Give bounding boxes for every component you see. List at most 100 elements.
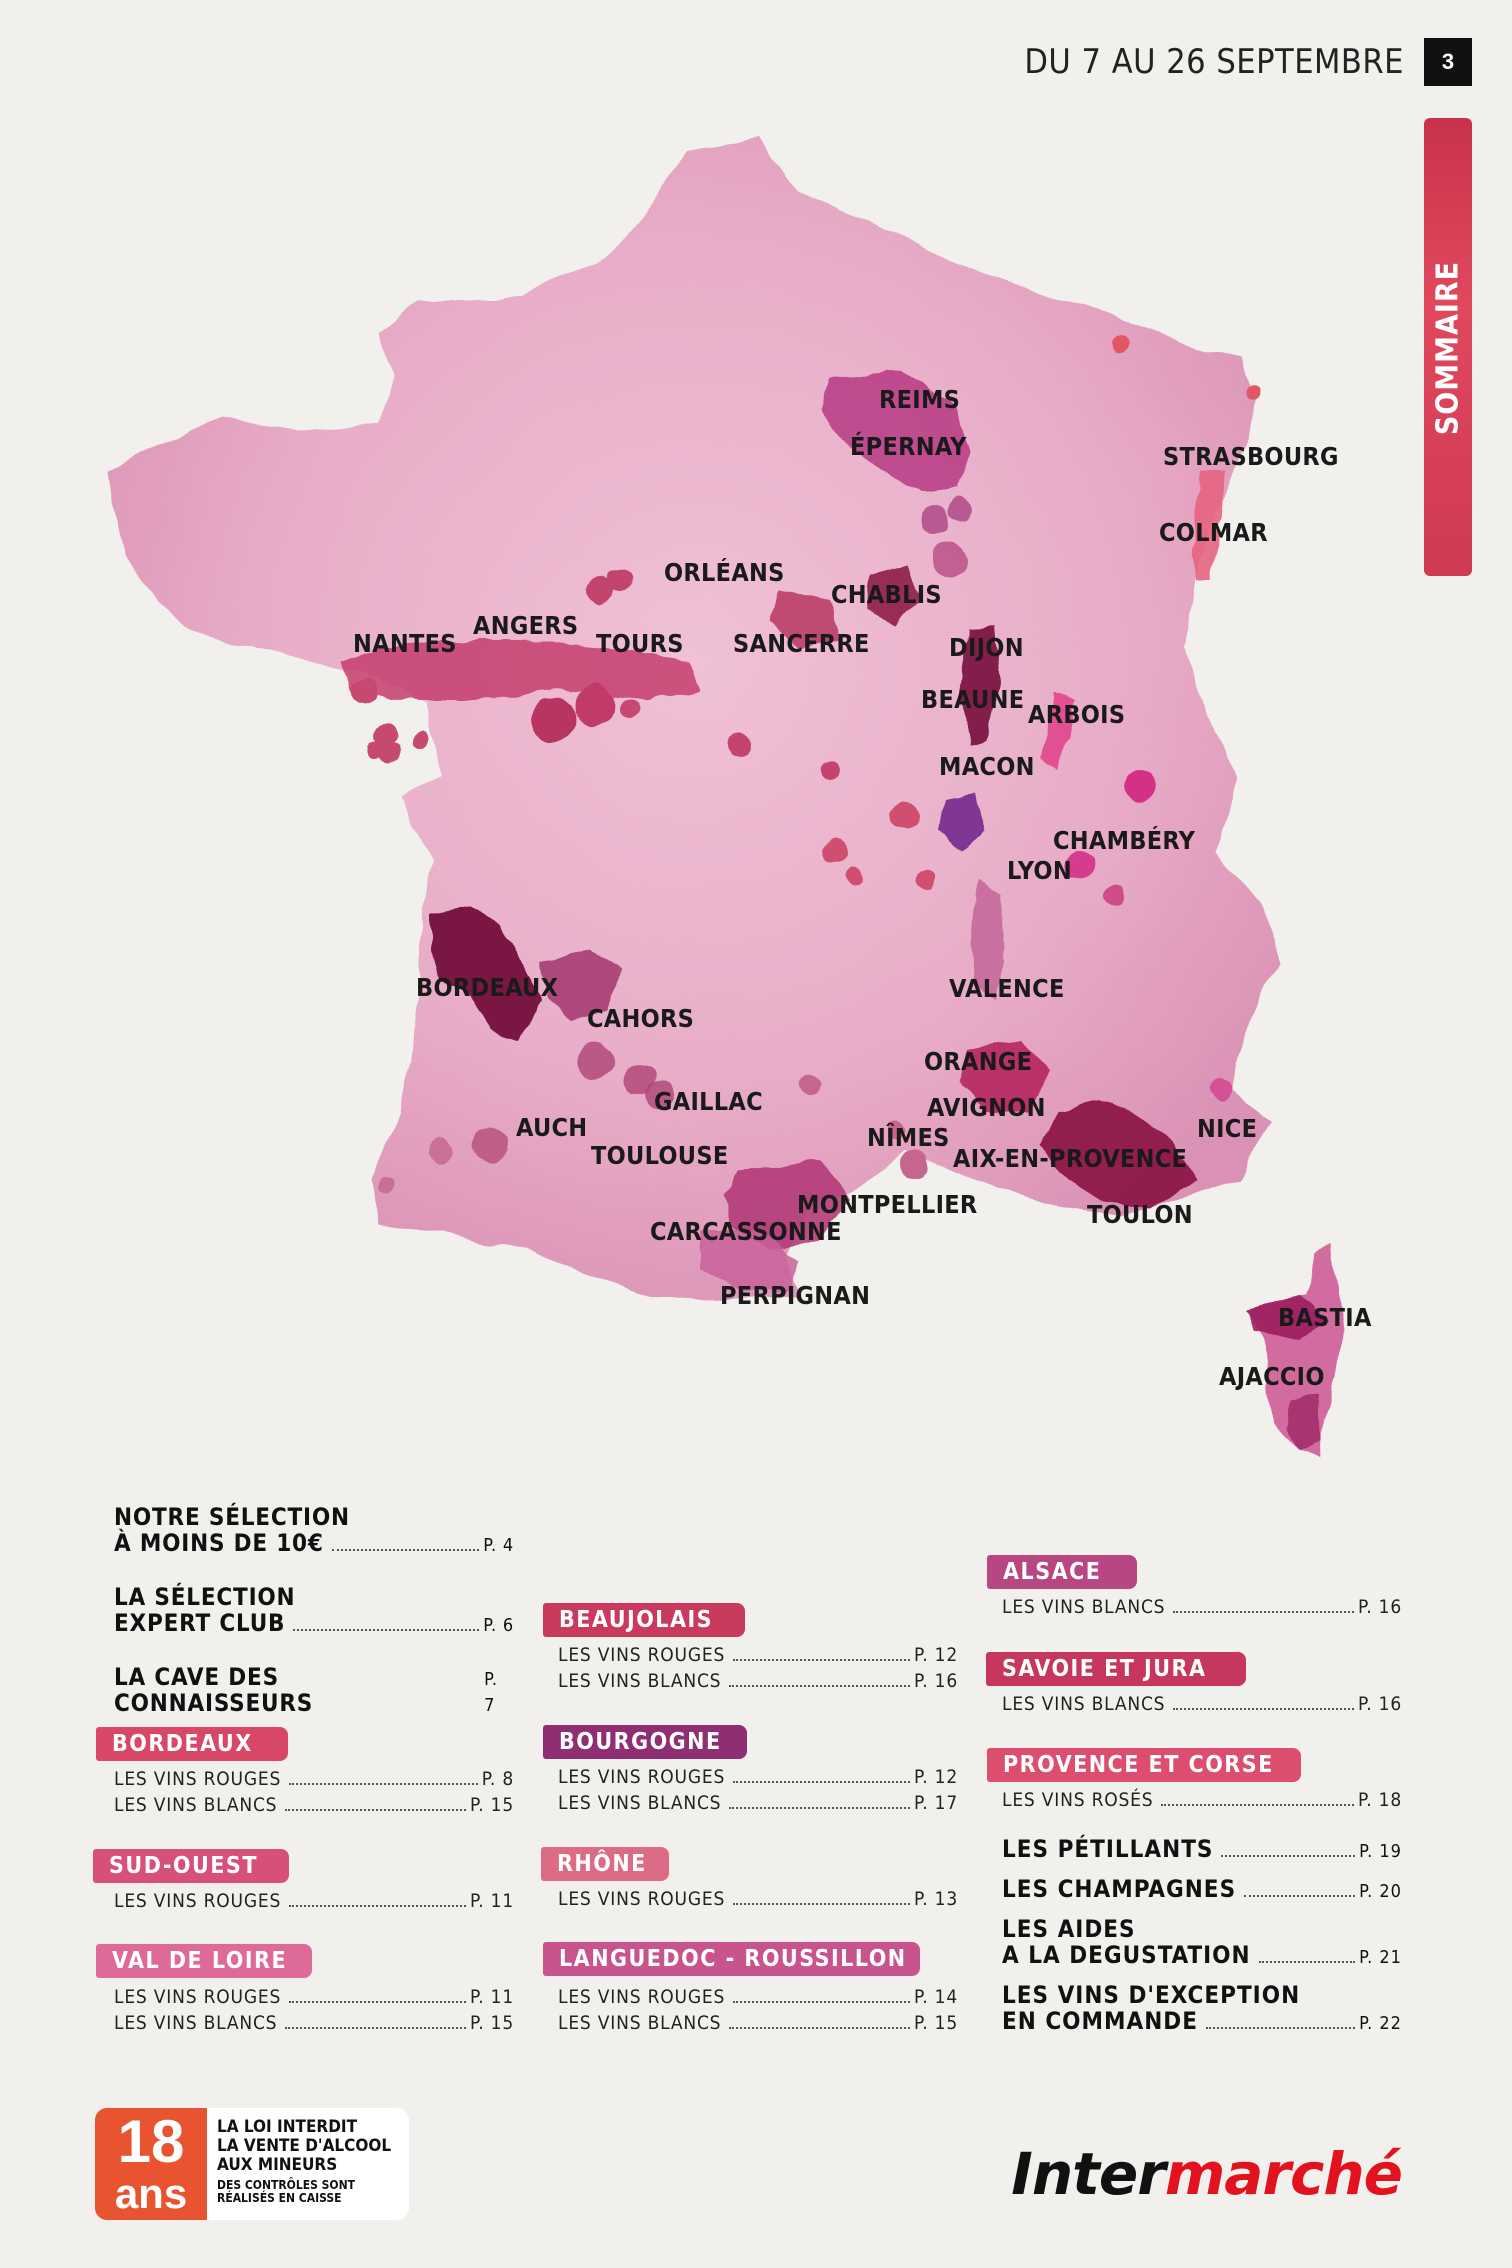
city-bastia: BASTIA <box>1278 1303 1372 1332</box>
france-wine-map <box>110 140 1345 1455</box>
logo-marche: marché <box>1164 2140 1403 2208</box>
toc-exception-line1: LES VINS D'EXCEPTION <box>1002 1981 1301 2009</box>
entry-label: LES VINS BLANCS <box>558 2012 722 2034</box>
toc-exception-page: P. 22 <box>1359 2013 1402 2034</box>
city-aix-en-provence: AIX-EN-PROVENCE <box>953 1144 1188 1173</box>
entry-label: LES VINS ROUGES <box>558 1766 726 1788</box>
logo-inter: Inter <box>1011 2140 1166 2208</box>
city-strasbourg: STRASBOURG <box>1163 442 1339 471</box>
city-reims: REIMS <box>879 385 961 414</box>
city-toulouse: TOULOUSE <box>591 1141 729 1170</box>
toc-valdeloire-rouges[interactable]: LES VINS ROUGES P. 11 <box>114 1986 514 2010</box>
city-chablis: CHABLIS <box>831 580 942 609</box>
region-label-beaujolais: BEAUJOLAIS <box>543 1603 745 1637</box>
city-ajaccio: AJACCIO <box>1219 1362 1325 1391</box>
region-label-provence-corse: PROVENCE ET CORSE <box>987 1748 1301 1782</box>
toc-aides-line1: LES AIDES <box>1002 1915 1136 1943</box>
toc-savoie-blancs[interactable]: LES VINS BLANCS P. 16 <box>1002 1693 1402 1717</box>
region-label-val-de-loire: VAL DE LOIRE <box>96 1944 312 1978</box>
corsica-shape <box>1250 1245 1345 1455</box>
law-line-2: LA VENTE D'ALCOOL <box>217 2136 392 2156</box>
city-nice: NICE <box>1197 1114 1258 1143</box>
city-bordeaux: BORDEAUX <box>416 973 559 1002</box>
entry-page: P. 8 <box>481 1768 514 1790</box>
toc-aides-degustation[interactable]: LES AIDES A LA DEGUSTATION P. 21 <box>1002 1916 1402 1971</box>
toc-cave[interactable]: LA CAVE DES CONNAISSEURS P. 7 <box>114 1664 514 1719</box>
region-label-sud-ouest: SUD-OUEST <box>93 1849 289 1883</box>
law-line-3: AUX MINEURS <box>217 2155 338 2175</box>
toc-bordeaux-rouges[interactable]: LES VINS ROUGES P. 8 <box>114 1768 514 1792</box>
entry-label: LES VINS ROUGES <box>114 1768 282 1790</box>
toc-alsace-blancs[interactable]: LES VINS BLANCS P. 16 <box>1002 1596 1402 1620</box>
toc-aides-page: P. 21 <box>1359 1947 1402 1968</box>
law-small-2: RÉALISÉS EN CAISSE <box>217 2191 342 2205</box>
entry-page: P. 18 <box>1358 1789 1402 1811</box>
entry-label: LES VINS ROUGES <box>114 1890 282 1912</box>
sommaire-tab: SOMMAIRE <box>1424 118 1472 576</box>
intermarche-logo: Intermarché <box>1011 2140 1403 2208</box>
city-montpellier: MONTPELLIER <box>797 1190 978 1219</box>
toc-bourgogne-blancs[interactable]: LES VINS BLANCS P. 17 <box>558 1792 958 1816</box>
law-notice: LA LOI INTERDIT LA VENTE D'ALCOOL AUX MI… <box>207 2108 409 2220</box>
toc-provence-roses[interactable]: LES VINS ROSÉS P. 18 <box>1002 1789 1402 1813</box>
city-perpignan: PERPIGNAN <box>720 1281 871 1310</box>
entry-page: P. 16 <box>1358 1693 1402 1715</box>
toc-expert-club[interactable]: LA SÉLECTION EXPERT CLUB P. 6 <box>114 1584 514 1639</box>
toc-beaujolais-blancs[interactable]: LES VINS BLANCS P. 16 <box>558 1670 958 1694</box>
city-arbois: ARBOIS <box>1028 700 1126 729</box>
age-18-box: 18 ans <box>95 2108 207 2220</box>
toc-petillants[interactable]: LES PÉTILLANTS P. 19 <box>1002 1836 1402 1865</box>
entry-page: P. 11 <box>470 1986 514 2008</box>
entry-page: P. 11 <box>470 1890 514 1912</box>
toc-selection[interactable]: NOTRE SÉLECTION À MOINS DE 10€ P. 4 <box>114 1504 514 1559</box>
mainland-shape <box>110 140 1280 1300</box>
entry-page: P. 13 <box>914 1888 958 1910</box>
entry-label: LES VINS BLANCS <box>558 1792 722 1814</box>
toc-bordeaux-blancs[interactable]: LES VINS BLANCS P. 15 <box>114 1794 514 1818</box>
toc-bourgogne-rouges[interactable]: LES VINS ROUGES P. 12 <box>558 1766 958 1790</box>
entry-page: P. 12 <box>914 1644 958 1666</box>
entry-page: P. 15 <box>470 2012 514 2034</box>
entry-page: P. 12 <box>914 1766 958 1788</box>
date-range: DU 7 AU 26 SEPTEMBRE <box>1024 42 1404 82</box>
toc-expert-line1: LA SÉLECTION <box>114 1583 296 1611</box>
toc-selection-page: P. 4 <box>483 1535 514 1556</box>
entry-label: LES VINS BLANCS <box>114 2012 278 2034</box>
toc-champagnes-page: P. 20 <box>1359 1881 1402 1902</box>
toc-valdeloire-blancs[interactable]: LES VINS BLANCS P. 15 <box>114 2012 514 2036</box>
city-sancerre: SANCERRE <box>733 629 870 658</box>
toc-beaujolais-rouges[interactable]: LES VINS ROUGES P. 12 <box>558 1644 958 1668</box>
toc-languedoc-rouges[interactable]: LES VINS ROUGES P. 14 <box>558 1986 958 2010</box>
entry-label: LES VINS ROUGES <box>558 1986 726 2008</box>
toc-cave-page: P. 7 <box>484 1669 498 1716</box>
law-line-1: LA LOI INTERDIT <box>217 2117 358 2137</box>
region-label-bordeaux: BORDEAUX <box>96 1727 288 1761</box>
entry-label: LES VINS ROUGES <box>558 1888 726 1910</box>
toc-rhone-rouges[interactable]: LES VINS ROUGES P. 13 <box>558 1888 958 1912</box>
toc-champagnes[interactable]: LES CHAMPAGNES P. 20 <box>1002 1876 1402 1905</box>
region-label-rhone: RHÔNE <box>541 1847 669 1881</box>
entry-label: LES VINS ROUGES <box>114 1986 282 2008</box>
toc-vins-exception[interactable]: LES VINS D'EXCEPTION EN COMMANDE P. 22 <box>1002 1982 1402 2037</box>
city-epernay: ÉPERNAY <box>850 432 967 461</box>
city-gaillac: GAILLAC <box>654 1087 763 1116</box>
city-valence: VALENCE <box>949 974 1065 1003</box>
city-nimes: NÎMES <box>867 1123 950 1152</box>
toc-expert-line2: EXPERT CLUB <box>114 1609 286 1637</box>
toc-sudouest-rouges[interactable]: LES VINS ROUGES P. 11 <box>114 1890 514 1914</box>
toc-selection-line1: NOTRE SÉLECTION <box>114 1503 350 1531</box>
entry-page: P. 16 <box>1358 1596 1402 1618</box>
entry-label: LES VINS ROUGES <box>558 1644 726 1666</box>
city-avignon: AVIGNON <box>927 1093 1046 1122</box>
region-label-languedoc-roussillon: LANGUEDOC - ROUSSILLON <box>543 1942 920 1976</box>
toc-expert-page: P. 6 <box>483 1615 514 1636</box>
city-tours: TOURS <box>596 629 684 658</box>
city-colmar: COLMAR <box>1159 518 1268 547</box>
city-lyon: LYON <box>1007 856 1072 885</box>
entry-label: LES VINS BLANCS <box>1002 1596 1166 1618</box>
city-orange: ORANGE <box>924 1047 1033 1076</box>
toc-languedoc-blancs[interactable]: LES VINS BLANCS P. 15 <box>558 2012 958 2036</box>
toc-petillants-page: P. 19 <box>1359 1841 1402 1862</box>
entry-label: LES VINS BLANCS <box>1002 1693 1166 1715</box>
city-dijon: DIJON <box>949 633 1024 662</box>
